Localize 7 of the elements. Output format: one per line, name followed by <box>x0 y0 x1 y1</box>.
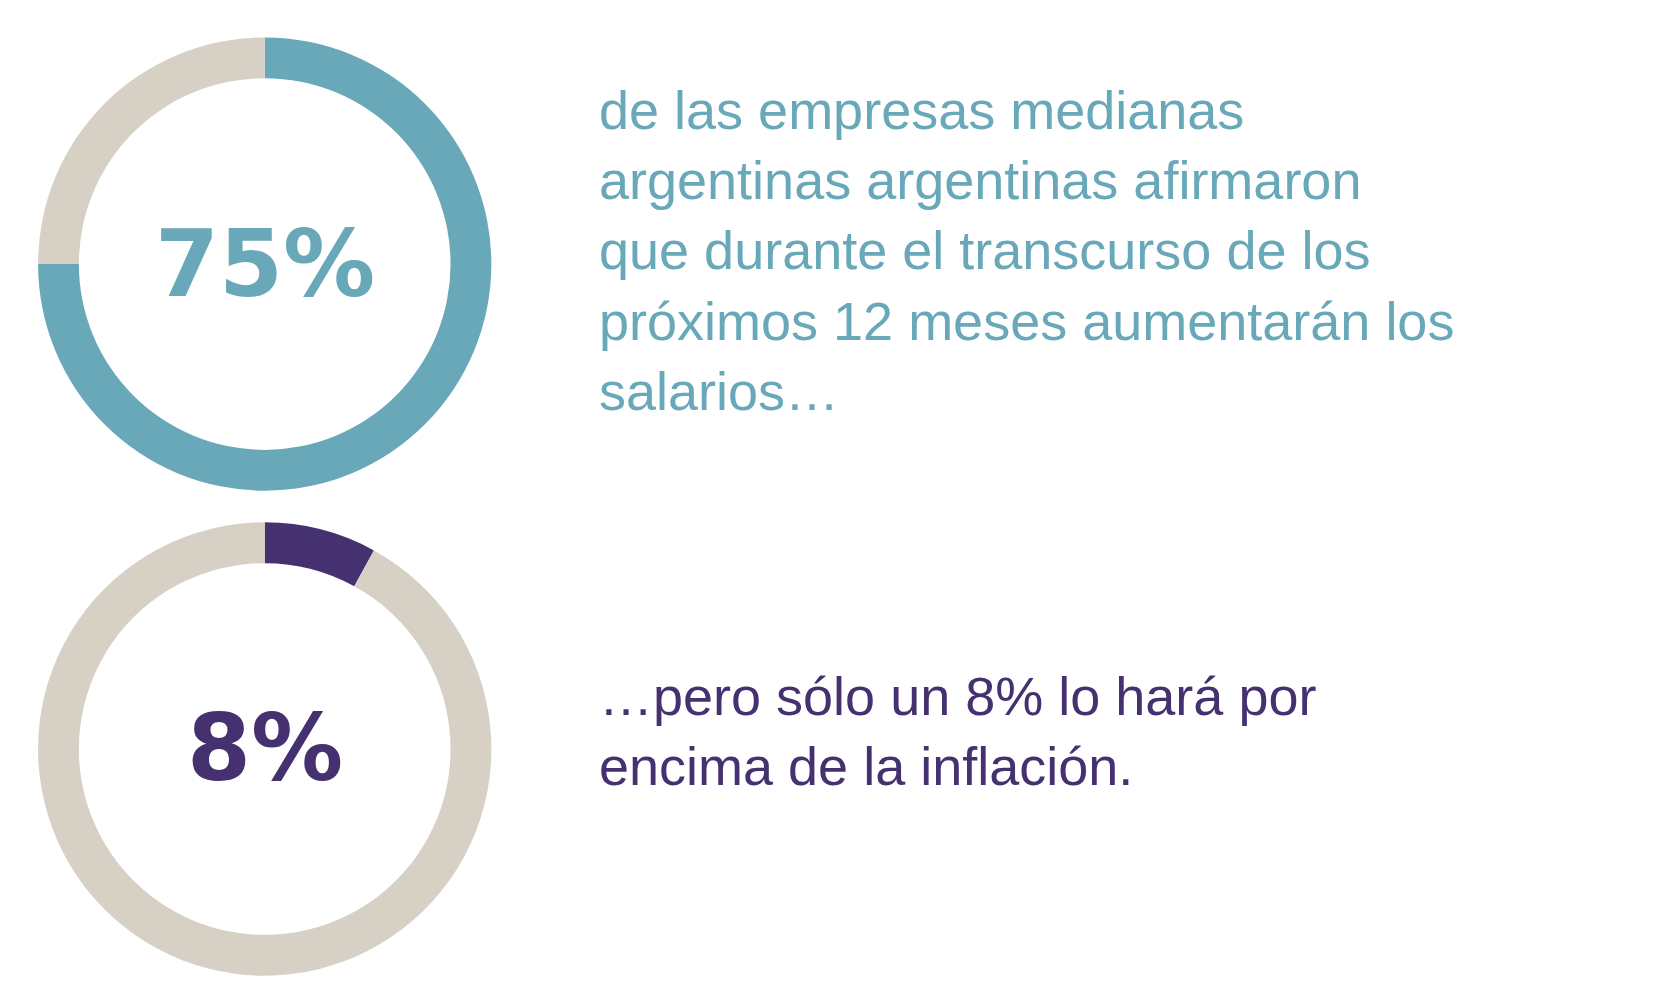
text: 75% <box>155 211 376 318</box>
text: 8% <box>187 695 344 802</box>
donut-slice <box>38 522 492 976</box>
donut-slice <box>38 37 492 491</box>
donut-slice <box>264 522 374 587</box>
text: …pero sólo un 8% lo hará por encima de la inflación. <box>599 666 1317 797</box>
text: de las empresas medianas argentinas argentinas afirmaron que durante el transcurso de los próximos 12 meses aumentarán los salarios… <box>599 80 1455 421</box>
